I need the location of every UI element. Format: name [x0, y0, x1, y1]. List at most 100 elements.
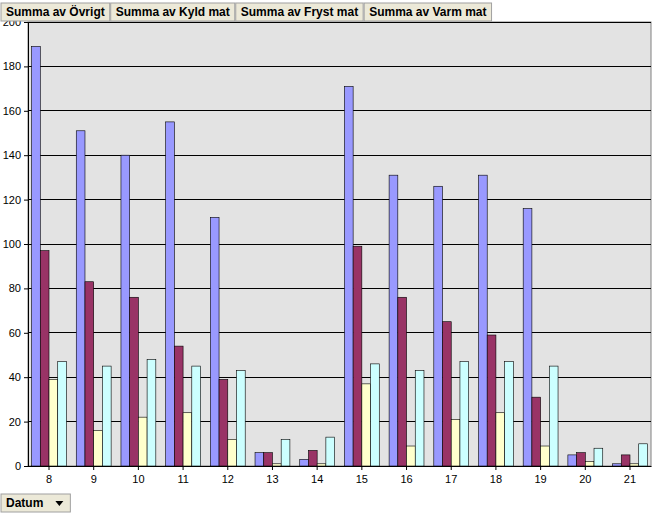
bar: [94, 430, 103, 466]
x-tick: 15: [356, 466, 368, 485]
bar: [523, 208, 532, 466]
y-tick-mark: [24, 22, 28, 23]
x-tick-label: 14: [311, 473, 323, 485]
bar: [281, 439, 290, 466]
y-tick: 0: [15, 460, 28, 472]
bar: [40, 251, 49, 466]
bar: [460, 362, 469, 466]
x-tick: 8: [46, 466, 52, 485]
bar: [478, 175, 487, 466]
legend-item[interactable]: Summa av Kyld mat: [111, 3, 235, 21]
x-tick-mark: [49, 466, 50, 470]
y-tick: 140: [3, 149, 28, 161]
y-tick-mark: [24, 333, 28, 334]
bar: [300, 459, 309, 466]
bar: [85, 282, 94, 466]
y-axis: 020406080100120140160180200: [3, 16, 29, 472]
x-tick-label: 12: [222, 473, 234, 485]
bar: [541, 446, 550, 466]
x-tick-mark: [272, 466, 273, 470]
bar: [549, 366, 558, 466]
y-tick-mark: [24, 155, 28, 156]
bars: [32, 46, 648, 466]
y-tick-label: 160: [3, 105, 21, 117]
x-tick: 17: [445, 466, 457, 485]
x-tick: 10: [132, 466, 144, 485]
y-tick: 60: [9, 327, 28, 339]
bar: [344, 86, 353, 466]
bar: [264, 453, 273, 466]
x-tick: 14: [311, 466, 323, 485]
series: [58, 359, 648, 466]
button-label[interactable]: Summa av Fryst mat: [241, 5, 358, 19]
x-tick-label: 10: [132, 473, 144, 485]
field-button[interactable]: [236, 3, 363, 21]
x-tick-mark: [585, 466, 586, 470]
y-tick: 100: [3, 238, 28, 250]
bar: [505, 362, 514, 466]
button-label[interactable]: Summa av Kyld mat: [116, 5, 230, 19]
button-label[interactable]: Datum: [6, 496, 43, 510]
y-tick-mark: [24, 66, 28, 67]
y-tick-label: 20: [9, 416, 21, 428]
y-tick-mark: [24, 288, 28, 289]
x-tick-mark: [629, 466, 630, 470]
y-tick-label: 180: [3, 60, 21, 72]
x-tick-label: 8: [46, 473, 52, 485]
x-tick-mark: [540, 466, 541, 470]
y-tick: 20: [9, 416, 28, 428]
legend-item[interactable]: Summa av Fryst mat: [236, 3, 363, 21]
legend-item[interactable]: Summa av Varm mat: [364, 3, 491, 21]
y-axis-line: [28, 23, 29, 467]
bar: [353, 246, 362, 466]
y-tick-label: 40: [9, 371, 21, 383]
x-tick: 16: [400, 466, 412, 485]
bar: [398, 297, 407, 466]
y-tick-label: 60: [9, 327, 21, 339]
dropdown-arrow[interactable]: [55, 501, 63, 506]
bar: [451, 419, 460, 466]
bar: [174, 346, 183, 466]
x-axis-line: [29, 466, 652, 467]
y-tick: 120: [3, 194, 28, 206]
y-tick-mark: [24, 422, 28, 423]
grid-line: [28, 110, 651, 111]
bar: [326, 437, 335, 466]
bar: [362, 384, 371, 466]
bar: [415, 371, 424, 466]
x-tick: 18: [490, 466, 502, 485]
x-tick-label: 21: [624, 473, 636, 485]
bar: [210, 217, 219, 466]
x-tick: 19: [534, 466, 546, 485]
button-label[interactable]: Summa av Övrigt: [6, 4, 105, 19]
field-button[interactable]: [364, 3, 491, 21]
x-label-button[interactable]: Datum: [1, 494, 70, 512]
bar: [166, 122, 175, 466]
bar: [138, 417, 147, 466]
bar: [58, 362, 67, 466]
bar: [130, 297, 139, 466]
x-tick-mark: [406, 466, 407, 470]
bar: [487, 335, 496, 466]
bar: [443, 322, 452, 466]
x-tick-mark: [138, 466, 139, 470]
button-label[interactable]: Summa av Varm mat: [369, 5, 486, 19]
field-button[interactable]: [111, 3, 235, 21]
x-tick-mark: [183, 466, 184, 470]
bar: [371, 364, 380, 466]
legend-item[interactable]: Summa av Övrigt: [1, 3, 110, 21]
bar: [621, 455, 630, 466]
bar: [272, 464, 281, 466]
x-tick-label: 15: [356, 473, 368, 485]
field-button[interactable]: [1, 3, 110, 21]
bar: [568, 455, 577, 466]
x-axis: 89101112131415161718192021: [29, 466, 652, 485]
bar: [255, 453, 264, 466]
bar: [308, 450, 317, 466]
grid-line: [28, 22, 651, 23]
x-tick: 21: [624, 466, 636, 485]
y-tick: 160: [3, 105, 28, 117]
field-button[interactable]: [1, 494, 70, 512]
bar: [32, 46, 41, 466]
bar: [532, 397, 541, 466]
